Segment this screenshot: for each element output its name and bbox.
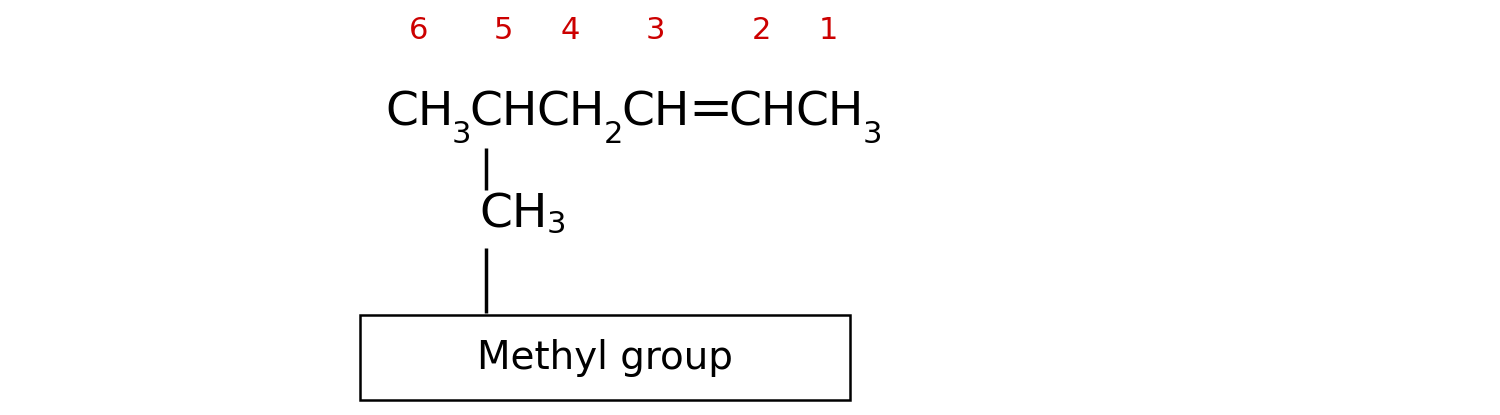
Text: 3: 3 (645, 16, 664, 45)
Text: CH: CH (478, 192, 548, 237)
Text: 3: 3 (452, 120, 471, 149)
Text: 6: 6 (410, 16, 428, 45)
Text: CH: CH (386, 90, 453, 135)
Bar (360, 315, 850, 400)
Text: 4: 4 (561, 16, 580, 45)
Text: 2: 2 (752, 16, 771, 45)
Text: 3: 3 (862, 120, 882, 149)
Text: Methyl group: Methyl group (477, 339, 734, 376)
Text: CH: CH (537, 90, 604, 135)
Text: CH: CH (795, 90, 864, 135)
Text: CH: CH (729, 90, 796, 135)
Text: 1: 1 (819, 16, 839, 45)
Text: 2: 2 (604, 120, 624, 149)
Text: CH: CH (470, 90, 538, 135)
Text: 5: 5 (494, 16, 513, 45)
Text: =: = (688, 84, 734, 136)
Text: 3: 3 (546, 210, 566, 239)
Text: CH: CH (621, 90, 690, 135)
